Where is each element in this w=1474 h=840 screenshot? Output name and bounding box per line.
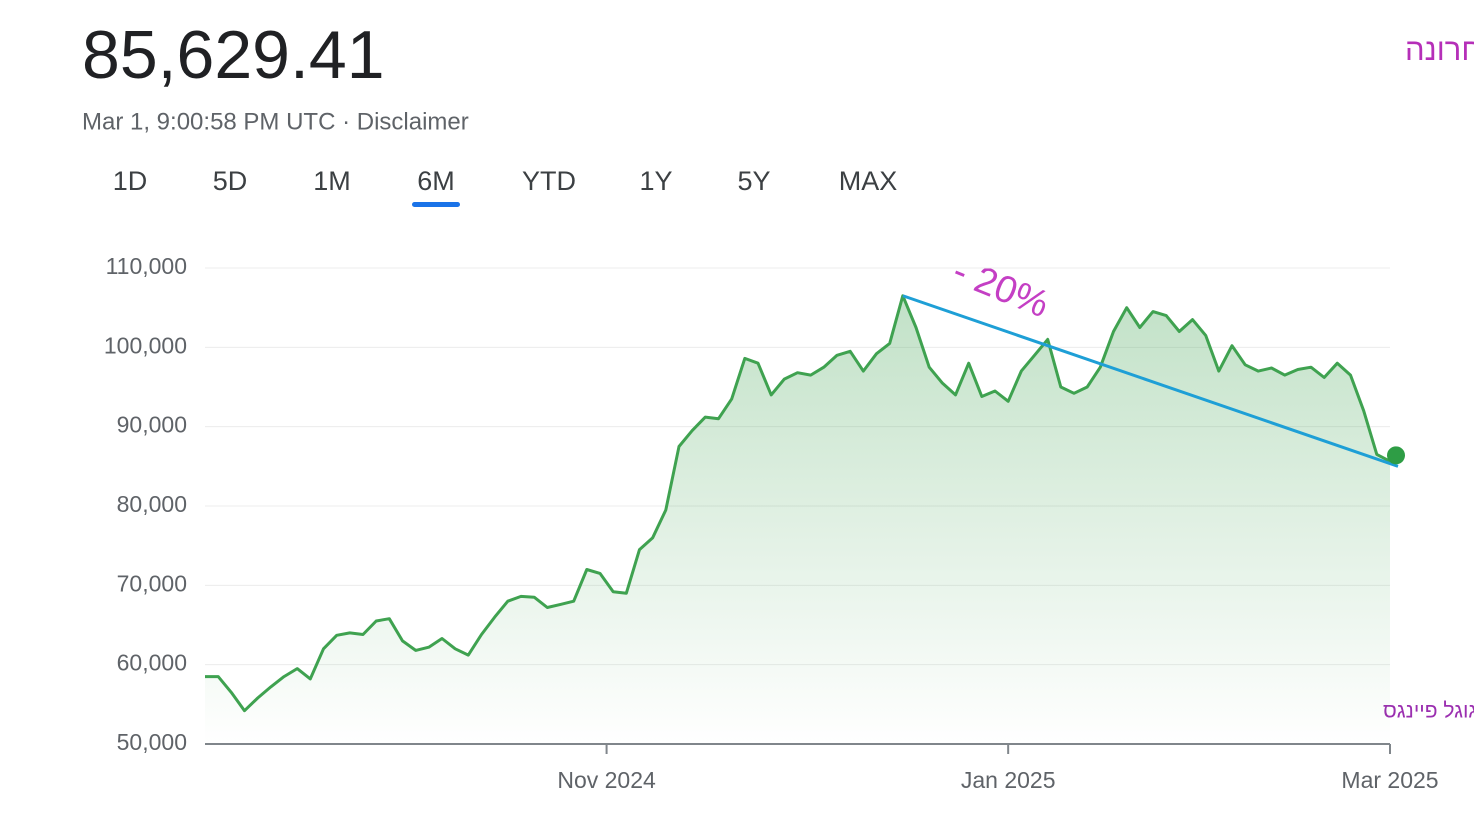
source-note: מקור: גוגל פיינגס	[1383, 700, 1474, 723]
y-tick-label: 50,000	[117, 729, 187, 755]
timestamp: Mar 1, 9:00:58 PM UTC · Disclaimer	[82, 108, 469, 135]
range-tab[interactable]: MAX	[839, 166, 898, 196]
range-tab[interactable]: 5D	[213, 166, 248, 196]
y-tick-label: 90,000	[117, 412, 187, 438]
trend-line	[902, 294, 1399, 468]
y-tick-label: 100,000	[104, 332, 187, 358]
range-tab[interactable]: YTD	[522, 166, 576, 196]
range-tab[interactable]: 5Y	[737, 166, 770, 196]
tab-underline	[412, 202, 460, 207]
price: 85,629.41	[82, 17, 385, 93]
range-tab[interactable]: 6M	[417, 166, 455, 196]
change-annotation: - 20%	[947, 250, 1055, 326]
x-tick-label: Mar 2025	[1341, 767, 1438, 793]
price-line	[205, 294, 1391, 713]
y-tick-label: 70,000	[117, 570, 187, 596]
range-tab[interactable]: 1Y	[639, 166, 672, 196]
y-tick-label: 60,000	[117, 650, 187, 676]
x-tick-label: Nov 2024	[557, 767, 656, 793]
range-tab[interactable]: 1D	[113, 166, 148, 196]
area-fill	[205, 295, 1390, 744]
last-point	[1387, 446, 1405, 465]
chart-title: ביטקוין בחצי השנה האחרונה	[1405, 32, 1474, 67]
x-tick-label: Jan 2025	[961, 767, 1056, 793]
y-tick-label: 110,000	[106, 253, 187, 279]
y-tick-label: 80,000	[117, 491, 187, 517]
range-tab[interactable]: 1M	[313, 166, 351, 196]
